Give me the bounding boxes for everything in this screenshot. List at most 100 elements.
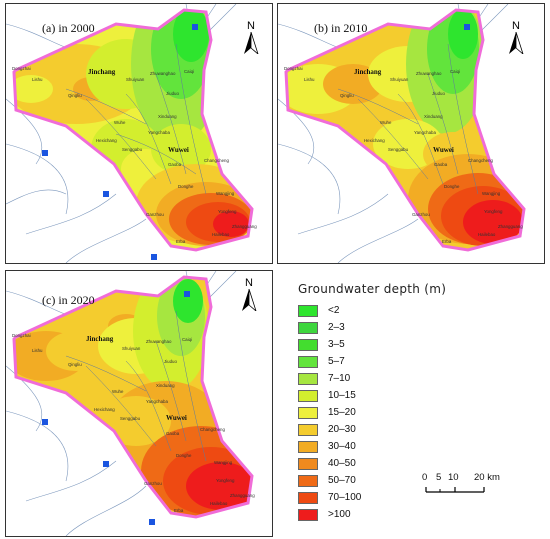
legend-item: 50–70 <box>298 472 543 489</box>
scale-bar-line <box>425 487 485 493</box>
town-label: Wangjing <box>482 191 501 196</box>
legend-swatch <box>298 491 318 504</box>
panel-title: (c) in 2020 <box>42 293 95 307</box>
town-label: Lishu <box>32 348 43 353</box>
town-label: Zhangguang <box>230 493 255 498</box>
town-label: Yongfeng <box>218 209 237 214</box>
legend-label: 7–10 <box>328 373 351 384</box>
town-label: Wangjing <box>214 460 233 465</box>
town-label: Changcheng <box>204 158 229 163</box>
map-panel-2000: (a) in 2000 N Jinchang Wuwei Dongzhai Li… <box>5 3 273 264</box>
town-label: Donghe <box>178 184 194 189</box>
scale-tick-20: 20 km <box>474 472 500 483</box>
north-arrow-icon <box>242 289 257 311</box>
town-label: Changcheng <box>468 158 493 163</box>
station-marker <box>103 191 109 197</box>
legend-label: 5–7 <box>328 356 345 367</box>
legend-item: 70–100 <box>298 489 543 506</box>
town-label: Caiqi <box>182 337 193 342</box>
town-label: Lishu <box>32 77 43 82</box>
town-label: Qingliu <box>340 93 354 98</box>
legend-label: <2 <box>328 305 340 316</box>
station-marker <box>184 291 190 297</box>
town-label: Zhuwanghao <box>150 71 176 76</box>
scale-tick-5: 5 <box>436 472 442 483</box>
map-canvas <box>278 4 526 263</box>
legend-item: 5–7 <box>298 353 543 370</box>
town-label: Gaoba <box>168 162 182 167</box>
town-label: Yongfeng <box>484 209 503 214</box>
legend-title: Groundwater depth (m) <box>298 282 447 296</box>
town-label: Jiuduo <box>164 359 177 364</box>
town-label: Wuhe <box>380 120 392 125</box>
town-label: Donghe <box>444 184 460 189</box>
legend-label: 15–20 <box>328 407 356 418</box>
legend-label: 40–50 <box>328 458 356 469</box>
north-arrow: N <box>237 277 261 313</box>
town-label: Hexichang <box>96 138 117 143</box>
town-label: Qingliu <box>68 362 82 367</box>
map-panel-2020: (c) in 2020 N Jinchang Wuwei Dongzhai Li… <box>5 270 273 537</box>
legend-label: 2–3 <box>328 322 345 333</box>
town-label: Ganzhou <box>144 481 162 486</box>
town-label: Ganzhou <box>146 212 164 217</box>
legend-item: >100 <box>298 506 543 523</box>
north-arrow: N <box>504 20 528 56</box>
legend-item: 20–30 <box>298 421 543 438</box>
town-label: Erba <box>442 239 452 244</box>
station-marker <box>149 519 155 525</box>
depth-legend: Groundwater depth (m) <2 2–3 3–5 5–7 7–10 10–… <box>298 282 543 522</box>
legend-swatch <box>298 423 318 436</box>
station-marker <box>103 461 109 467</box>
legend-swatch <box>298 406 318 419</box>
inner-rivers <box>65 43 207 195</box>
city-label-wuwei: Wuwei <box>166 414 187 422</box>
town-label: Zhuwanghao <box>146 339 172 344</box>
legend-swatch <box>298 304 318 317</box>
panel-title: (a) in 2000 <box>42 21 95 35</box>
legend-swatch <box>298 355 318 368</box>
legend-label: >100 <box>328 509 351 520</box>
city-label-jinchang: Jinchang <box>354 68 382 76</box>
legend-swatch <box>298 338 318 351</box>
town-label: Shuiyuan <box>126 77 145 82</box>
panel-title: (b) in 2010 <box>314 21 368 35</box>
legend-swatch <box>298 457 318 470</box>
legend-label: 50–70 <box>328 475 356 486</box>
town-label: Senggabu <box>120 416 141 421</box>
station-marker <box>192 24 198 30</box>
station-marker <box>464 24 470 30</box>
legend-swatch <box>298 321 318 334</box>
station-marker <box>42 419 48 425</box>
study-area-boundary <box>12 275 254 519</box>
legend-item: 40–50 <box>298 455 543 472</box>
map-panel-2010: (b) in 2010 N Jinchang Wuwei Dongzhai Li… <box>277 3 545 264</box>
study-area-boundary <box>284 8 526 252</box>
legend-label: 3–5 <box>328 339 345 350</box>
city-label-wuwei: Wuwei <box>168 146 189 154</box>
town-label: Jiuduo <box>432 91 445 96</box>
city-label-wuwei: Wuwei <box>433 146 454 154</box>
town-label: Shuiyuan <box>122 346 141 351</box>
legend-item: 10–15 <box>298 387 543 404</box>
town-label: Hailebao <box>210 501 228 506</box>
legend-label: 70–100 <box>328 492 362 503</box>
town-label: Erba <box>174 508 184 513</box>
town-label: Zhangguang <box>232 224 257 229</box>
north-label: N <box>245 277 253 289</box>
town-label: Zhangguang <box>498 224 523 229</box>
legend-item: 30–40 <box>298 438 543 455</box>
north-arrow-icon <box>244 32 259 54</box>
inner-rivers <box>337 43 479 195</box>
legend-swatch <box>298 474 318 487</box>
town-label: Jiuduo <box>166 91 179 96</box>
town-label: Dongzhai <box>12 66 31 71</box>
legend-swatch <box>298 372 318 385</box>
town-label: Hexichang <box>364 138 385 143</box>
town-label: Yongfeng <box>216 478 235 483</box>
town-label: Zhuwanghao <box>416 71 442 76</box>
city-label-jinchang: Jinchang <box>88 68 116 76</box>
town-label: Gaoba <box>166 431 180 436</box>
town-label: Yangchaba <box>414 130 436 135</box>
town-label: Changcheng <box>200 427 225 432</box>
